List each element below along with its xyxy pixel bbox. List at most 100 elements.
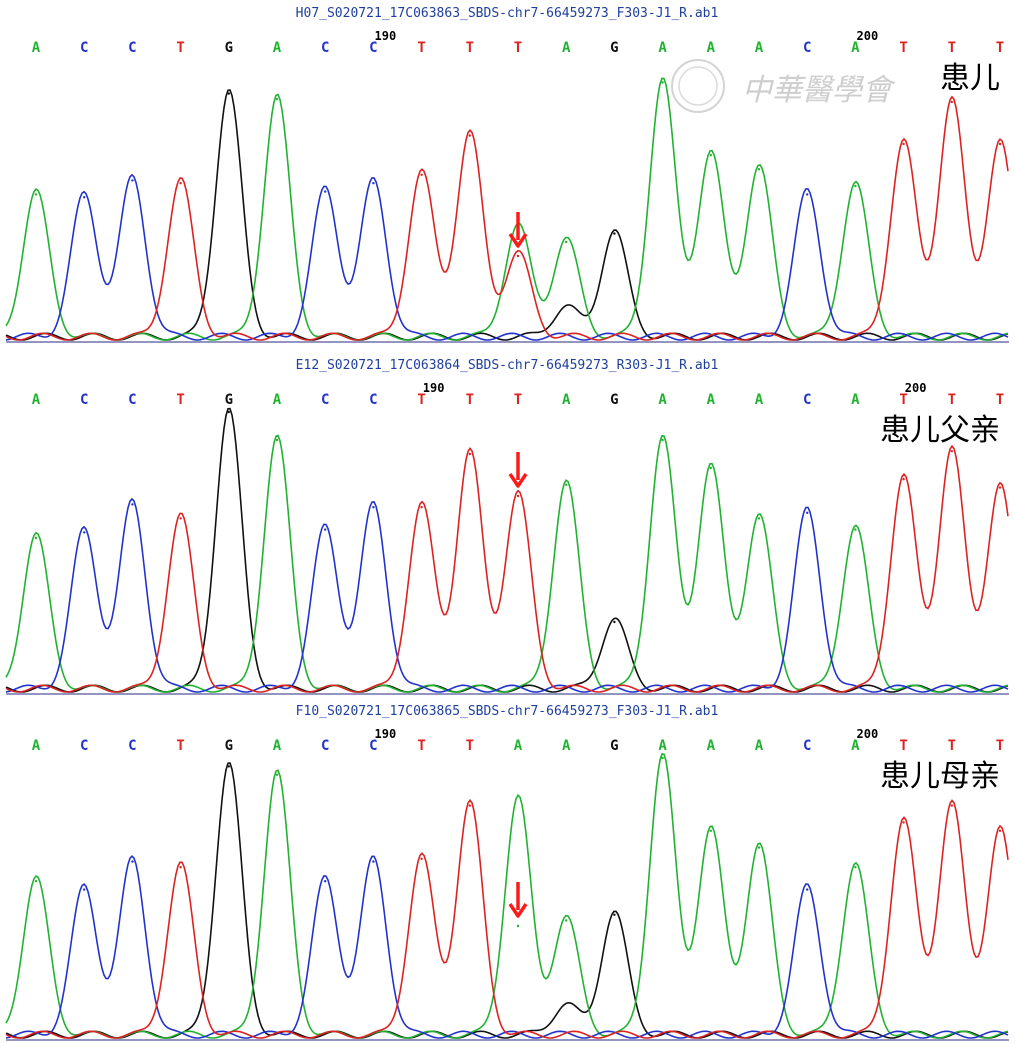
base-call-label: T	[996, 392, 1004, 408]
peak-point	[420, 173, 423, 176]
base-call-label: C	[128, 738, 136, 754]
trace-T	[5, 798, 1009, 1039]
peak-point	[275, 773, 279, 776]
mutation-arrow-icon	[508, 882, 528, 918]
base-call-label: A	[562, 40, 571, 56]
trace-A	[5, 752, 1009, 1039]
base-call-label: A	[658, 40, 667, 56]
base-call-label: T	[996, 40, 1004, 56]
peak-point	[902, 821, 905, 824]
trace-C	[5, 497, 1009, 693]
peak-point	[998, 142, 1002, 146]
base-call-label: T	[514, 40, 522, 56]
base-call-label: C	[321, 738, 329, 754]
position-tick-label: 190	[375, 727, 397, 741]
peak-point	[516, 254, 520, 258]
peak-point	[757, 168, 761, 171]
base-call-label: C	[321, 392, 329, 408]
peak-point	[902, 142, 905, 146]
peak-point	[468, 134, 471, 137]
base-call-label: T	[176, 40, 184, 56]
peak-point	[34, 880, 38, 883]
base-call-label: T	[466, 392, 474, 408]
watermark-seal-icon	[671, 59, 725, 113]
base-call-label: C	[80, 40, 88, 56]
base-call-label: A	[755, 40, 764, 56]
base-call-label: A	[32, 392, 41, 408]
peak-point	[854, 184, 857, 188]
base-call-label: A	[658, 738, 667, 754]
watermark-text: 中華醫學會	[742, 73, 896, 108]
watermark-seal-inner-icon	[678, 66, 718, 106]
base-call-label: G	[610, 40, 618, 56]
peak-point	[420, 506, 423, 509]
trace-A	[5, 434, 1009, 693]
mutation-arrow-icon	[508, 212, 528, 248]
base-call-label: T	[899, 392, 907, 408]
peak-point	[468, 804, 471, 807]
base-call-label: A	[851, 392, 860, 408]
base-call-label: T	[948, 392, 956, 408]
peak-point	[613, 913, 616, 916]
base-call-label: T	[466, 738, 474, 754]
chromatogram-panels: H07_S020721_17C063863_SBDS-chr7-66459273…	[5, 6, 1009, 1041]
base-call-label: A	[707, 392, 716, 408]
position-tick-label: 190	[375, 29, 397, 43]
chromatogram-panel: F10_S020721_17C063865_SBDS-chr7-66459273…	[5, 704, 1009, 1041]
peak-point	[131, 503, 134, 506]
peak-point	[950, 450, 953, 453]
peak-point	[661, 438, 664, 442]
base-call-label: T	[899, 40, 907, 56]
base-call-label: C	[80, 392, 88, 408]
peak-point	[854, 528, 857, 531]
base-call-label: C	[803, 40, 811, 56]
base-call-label: C	[128, 392, 136, 408]
base-call-label: C	[369, 392, 377, 408]
peak-point	[806, 511, 809, 514]
peak-point	[227, 410, 230, 414]
peak-point	[709, 466, 712, 470]
base-call-label: T	[514, 392, 522, 408]
base-call-label: T	[417, 392, 425, 408]
base-call-label: T	[417, 738, 425, 754]
base-call-label: T	[176, 392, 184, 408]
peak-point	[227, 92, 230, 95]
trace-G	[5, 762, 1009, 1039]
panel-sample-label: 患儿母亲	[880, 759, 1000, 794]
watermark: 中華醫學會	[671, 59, 896, 113]
base-call-label: A	[707, 40, 716, 56]
base-call-label: T	[996, 738, 1004, 754]
panel-sample-label: 患儿父亲	[880, 413, 1000, 448]
trace-C	[5, 173, 1009, 341]
base-call-label: G	[225, 40, 233, 56]
peak-point	[516, 494, 520, 498]
position-tick-label: 200	[905, 381, 927, 395]
base-call-label: T	[948, 738, 956, 754]
trace-G	[5, 89, 1009, 341]
peak-point	[372, 506, 375, 509]
peak-point	[613, 620, 616, 624]
chromatogram-panel: H07_S020721_17C063863_SBDS-chr7-66459273…	[5, 6, 1009, 343]
peak-point	[709, 154, 712, 157]
trace-T	[5, 95, 1009, 341]
peak-point	[661, 756, 664, 760]
base-call-label: A	[562, 392, 571, 408]
trace-A	[5, 77, 1009, 341]
base-call-label: A	[658, 392, 667, 408]
peak-point	[613, 232, 616, 235]
peak-point	[179, 866, 182, 869]
peak-point	[131, 179, 134, 182]
position-tick-label: 190	[423, 381, 445, 395]
base-call-label: G	[610, 738, 618, 754]
base-call-label: A	[514, 738, 523, 754]
base-call-label: A	[562, 738, 571, 754]
base-call-label: A	[851, 738, 860, 754]
panel-file-title: H07_S020721_17C063863_SBDS-chr7-66459273…	[296, 6, 719, 21]
panel-sample-label: 患儿	[940, 61, 1000, 96]
peak-point	[950, 804, 953, 807]
base-call-label: T	[466, 40, 474, 56]
peak-point	[83, 531, 86, 534]
peak-point	[34, 536, 38, 540]
base-call-label: T	[948, 40, 956, 56]
position-tick-label: 200	[857, 727, 879, 741]
